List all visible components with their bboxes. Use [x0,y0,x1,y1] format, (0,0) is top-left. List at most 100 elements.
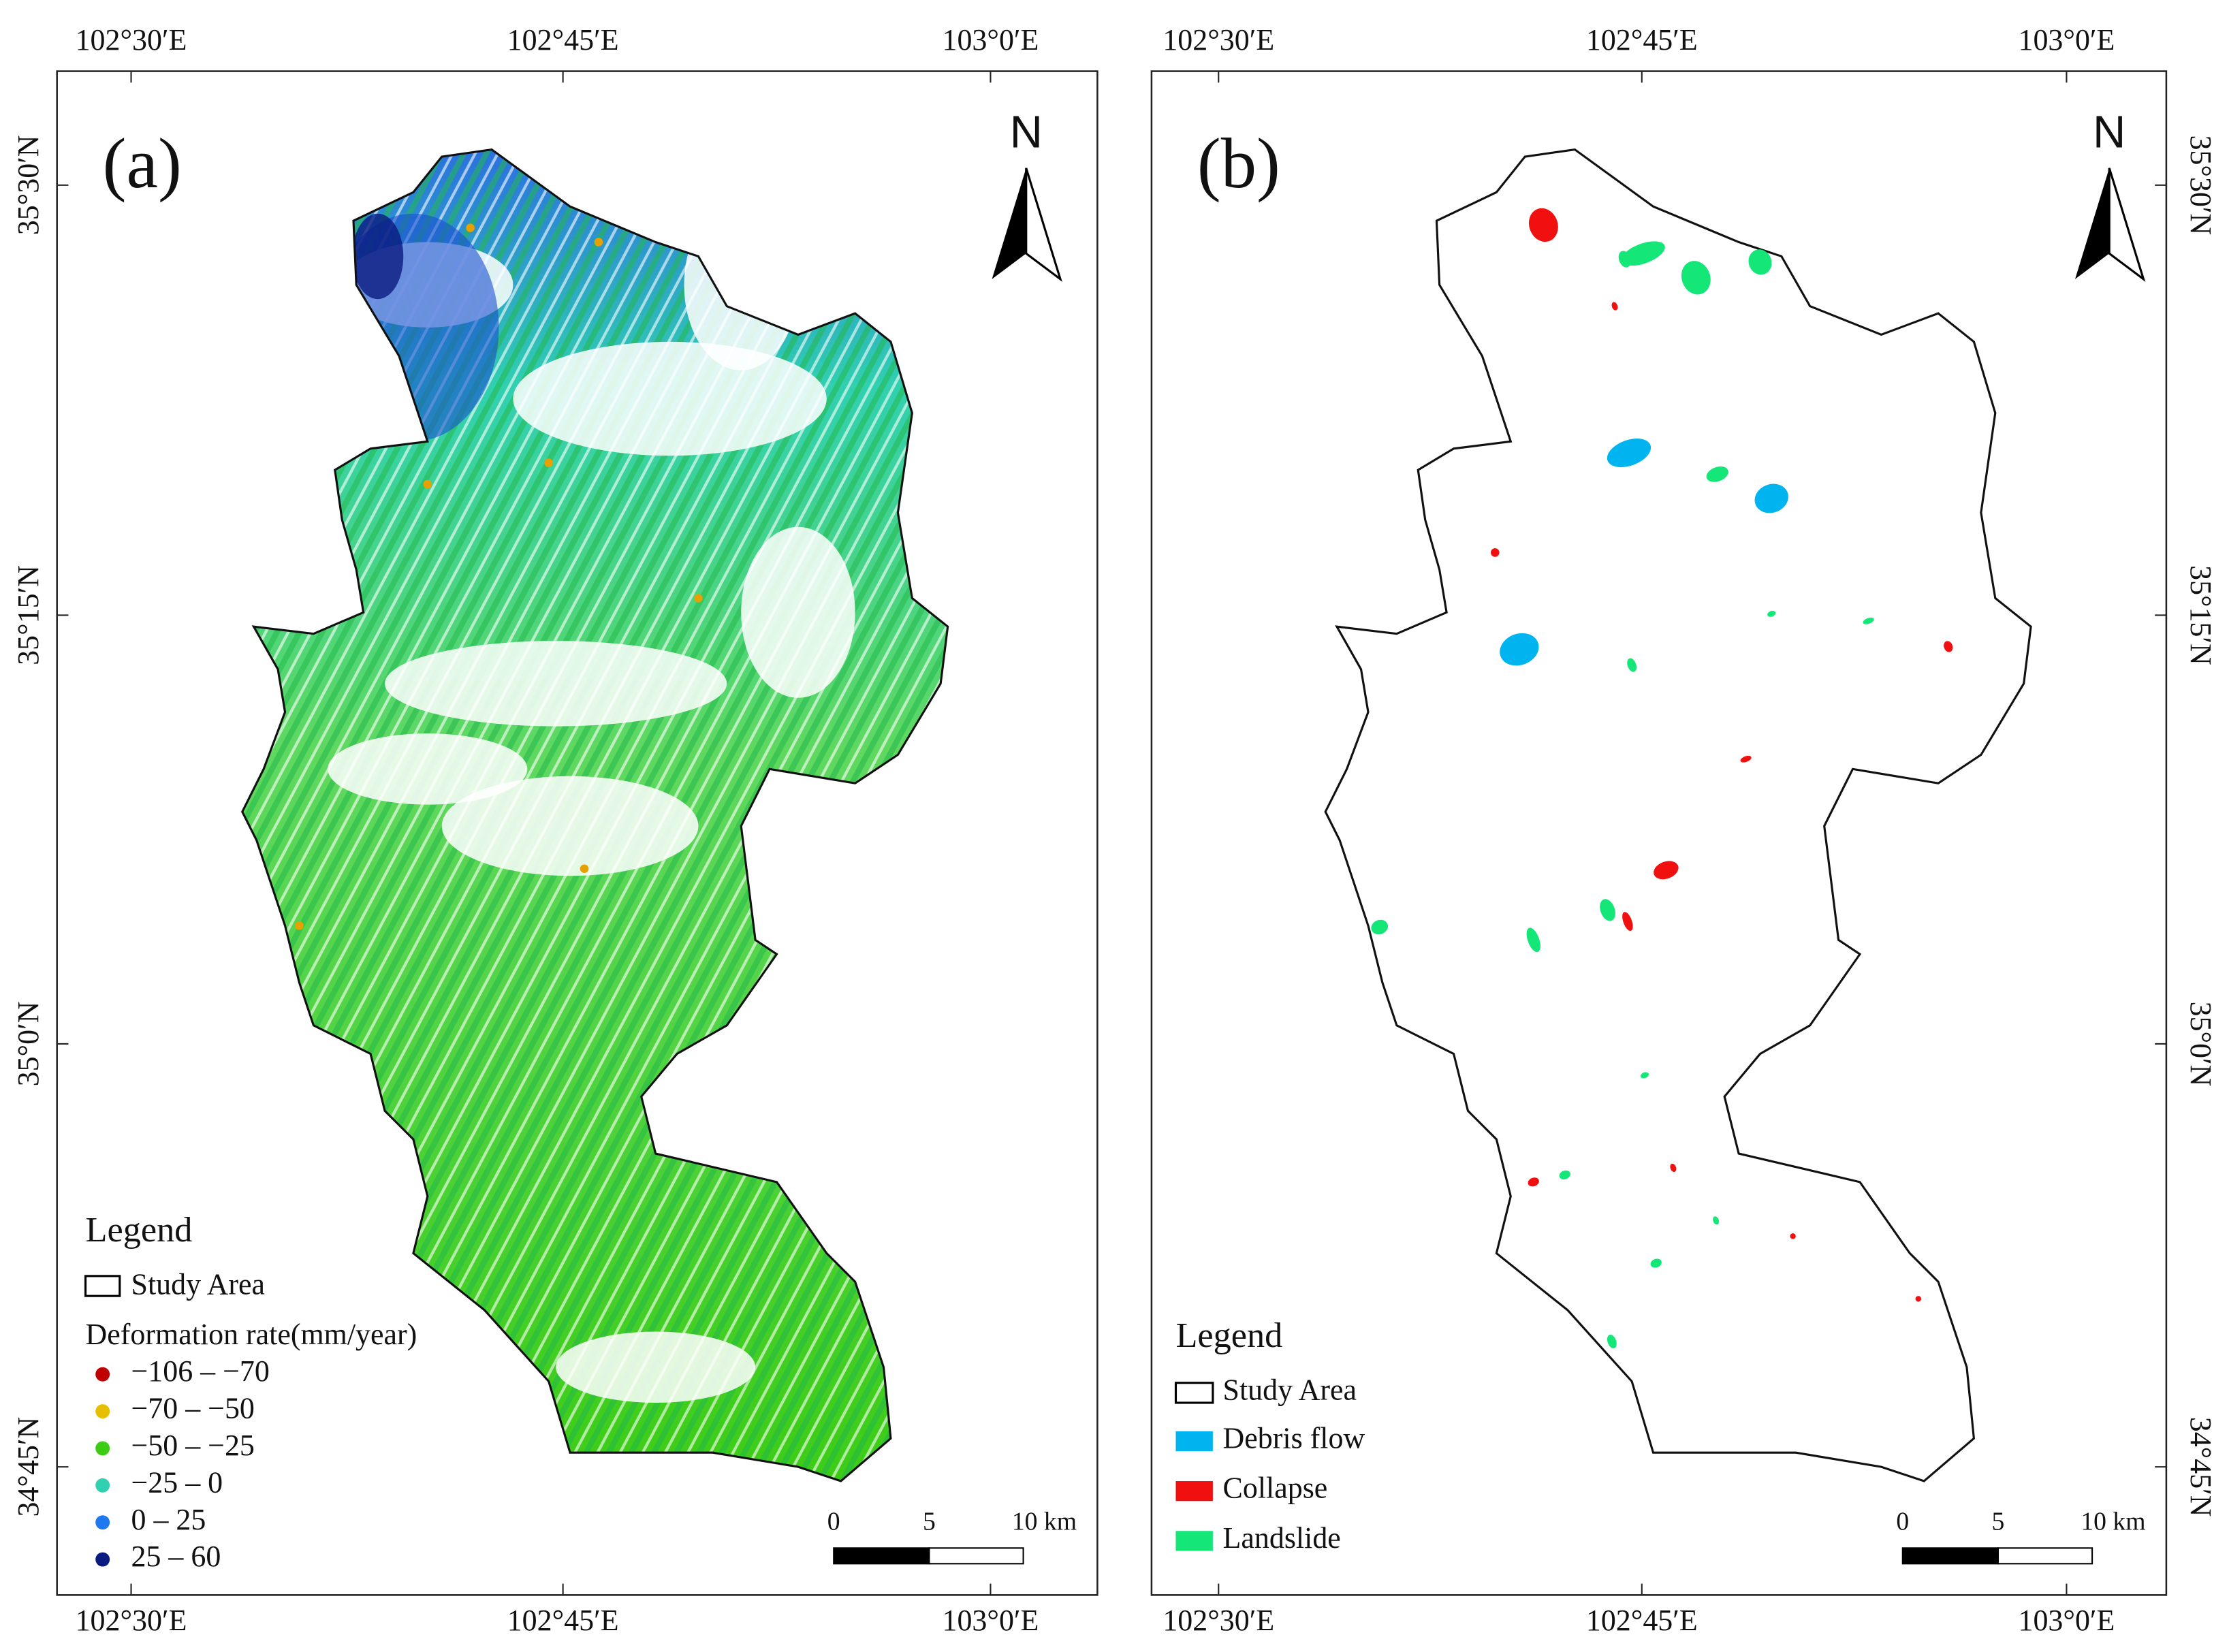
latitude-label: 34°45′N [2184,1417,2217,1517]
panel-label: (b) [1197,124,1280,203]
hazard-site [1528,1177,1539,1187]
hazard-site [1622,912,1633,932]
hazard-site [1670,1163,1677,1172]
longitude-label: 102°45′E [1586,23,1698,57]
raster-gap [513,341,827,456]
map-panel: 102°30′E 102°30′E 102°45′E 102°45′E 103°0′E 1… [1150,23,2217,1637]
hazard-site [1915,1296,1921,1302]
subsidence-spot [466,223,475,232]
legend-label: Study Area [1223,1373,1357,1406]
scale-label: 5 [1992,1507,2005,1536]
longitude-label: 103°0′E [2018,23,2115,57]
longitude-label: 102°30′E [1163,23,1274,57]
hazard-site [1713,1216,1720,1225]
north-label: N [1010,106,1043,157]
hazard-site [1611,302,1618,311]
scale-bar-white [1997,1547,2093,1565]
legend-swatch [95,1552,110,1567]
legend-subtitle: Deformation rate(mm/year) [86,1318,417,1351]
latitude-label: 35°15′N [2184,565,2217,665]
hazard-site [1754,483,1788,513]
hazard-site [1622,241,1665,266]
scale-bar-black [1901,1547,1999,1565]
legend-label: 25 – 60 [131,1540,221,1573]
longitude-label: 102°45′E [1586,1604,1698,1637]
legend-label: Landslide [1223,1521,1341,1555]
legend-label: Debris flow [1223,1422,1365,1455]
legend-swatch [1175,1431,1213,1452]
longitude-label: 102°30′E [76,1604,187,1637]
uplift-zone [351,213,404,300]
subsidence-spot [295,921,304,930]
hazard-site [1706,466,1728,482]
subsidence-spot [544,458,553,467]
raster-gap [328,733,528,805]
longitude-label: 103°0′E [2018,1604,2115,1637]
hazard-site [1627,658,1637,672]
latitude-label: 35°0′N [2184,1002,2217,1087]
legend-label: −106 – −70 [131,1354,270,1388]
raster-gap [385,641,727,727]
hazard-site [1618,251,1631,268]
hazard-site [1607,438,1651,468]
hazard-site [1600,899,1615,921]
legend-swatch [1175,1481,1213,1502]
hazard-site [1607,1335,1617,1349]
legend-label: −25 – 0 [131,1465,223,1499]
legend-label: −70 – −50 [131,1392,255,1425]
scale-label: 10 km [2081,1507,2145,1536]
subsidence-spot [694,594,703,603]
scale-label: 0 [827,1507,840,1536]
legend-swatch [95,1478,110,1493]
panels: 102°30′E 102°30′E 102°45′E 102°45′E 103°0′E 1… [12,23,2217,1637]
hazard-site [1944,641,1953,652]
longitude-label: 102°30′E [1163,1604,1274,1637]
legend-swatch [95,1404,110,1419]
legend-label: Collapse [1223,1472,1328,1505]
longitude-label: 102°45′E [507,1604,619,1637]
hazard-site [1767,610,1776,617]
scale-bar-white [928,1547,1024,1565]
hazard-site [1681,261,1711,295]
map-frame [1150,70,2168,1596]
legend-label: 0 – 25 [131,1503,206,1536]
hazard-site [1526,927,1540,953]
legend-title: Legend [86,1210,193,1250]
raster-gap [556,1331,756,1403]
legend-swatch [95,1515,110,1530]
scale-label: 5 [923,1507,936,1536]
legend-title: Legend [1175,1316,1282,1355]
legend: Legend Study Area Deformation rate(mm/year… [84,1210,417,1573]
legend-label: Study Area [131,1268,265,1301]
hazard-site [1528,208,1558,242]
hazard-site [1640,1072,1649,1079]
subsidence-spot [580,864,589,874]
legend-swatch [1175,1531,1213,1551]
longitude-label: 102°45′E [507,23,619,57]
legend-swatch [95,1367,110,1382]
latitude-label: 35°0′N [12,1002,45,1087]
longitude-label: 102°30′E [76,23,187,57]
hazard-site [1371,919,1389,935]
latitude-label: 35°15′N [12,565,45,665]
map-panel: 102°30′E 102°30′E 102°45′E 102°45′E 103°0′E 1… [12,23,1098,1637]
scale-bar-black [833,1547,930,1565]
hazard-site [1790,1233,1796,1239]
raster-gap [741,526,855,698]
legend: Legend Study Area Debris flow Collapse Lands… [1174,1316,1365,1555]
latitude-label: 35°30′N [2184,136,2217,236]
hazard-site [1490,548,1500,557]
latitude-label: 35°30′N [12,136,45,236]
hazard-site [1748,249,1772,275]
longitude-label: 103°0′E [942,1604,1039,1637]
legend-swatch [95,1441,110,1456]
scale-label: 0 [1896,1507,1909,1536]
hazard-site [1654,861,1679,880]
raster-gap [441,776,699,876]
hazard-site [1740,755,1752,763]
subsidence-spot [423,479,432,489]
hazard-site [1650,1258,1662,1268]
subsidence-spot [594,238,603,247]
